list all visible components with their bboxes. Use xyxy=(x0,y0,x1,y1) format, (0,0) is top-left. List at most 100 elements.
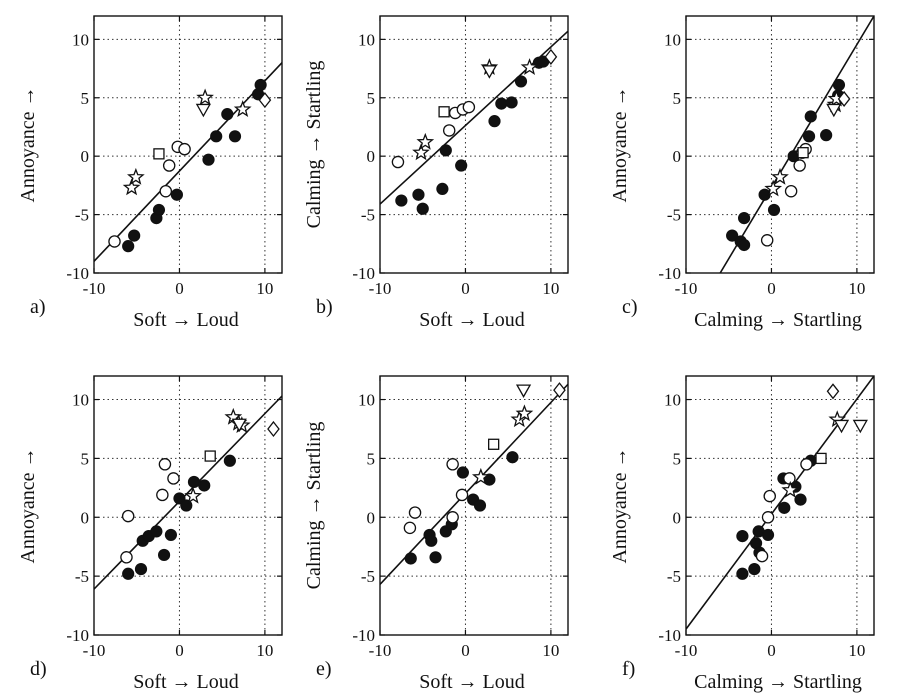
data-point-filled-circle xyxy=(412,188,425,201)
x-tick-label: -10 xyxy=(369,641,392,660)
data-point-open-diamond xyxy=(826,383,840,400)
y-tick-label: 0 xyxy=(81,508,90,527)
data-point-open-circle xyxy=(403,521,417,535)
data-point-open-star xyxy=(416,132,435,150)
y-tick-label: 0 xyxy=(367,147,376,166)
scatter-panel-f: -10 0 10 -10 -5 0 5 10 Calming → Startling Annoya… xyxy=(609,375,875,693)
data-point-open-circle xyxy=(162,159,176,172)
y-tick-label: -10 xyxy=(352,626,375,645)
data-point-open-star xyxy=(764,179,783,197)
y-tick-label: -5 xyxy=(361,206,375,225)
data-point-filled-circle xyxy=(164,528,178,542)
data-point-open-circle xyxy=(793,159,806,172)
x-tick-label: 10 xyxy=(256,279,273,298)
axes-frame xyxy=(93,375,283,636)
data-point-open-circle xyxy=(408,506,422,519)
data-point-open-circle xyxy=(763,489,776,503)
data-point-open-star xyxy=(515,404,534,422)
data-point-filled-circle xyxy=(761,528,775,542)
data-point-open-star xyxy=(471,467,490,485)
y-axis-title: Calming → Startling xyxy=(303,422,325,590)
data-point-open-triangle xyxy=(852,419,868,434)
data-point-open-square xyxy=(438,106,450,118)
x-tick-label: -10 xyxy=(675,279,698,298)
data-point-open-star xyxy=(781,480,800,498)
data-point-filled-circle xyxy=(748,562,761,576)
data-point-filled-circle xyxy=(820,129,833,142)
scatter-panel-e: -10 0 10 -10 -5 0 5 10 Soft → Loud Calming → Star… xyxy=(303,375,569,693)
data-point-filled-circle xyxy=(122,240,135,253)
panel-label: b) xyxy=(316,296,333,318)
data-point-open-square xyxy=(153,148,165,160)
data-point-filled-circle xyxy=(122,567,135,580)
x-tick-label: 0 xyxy=(175,279,184,298)
data-point-open-star xyxy=(520,58,539,75)
data-point-open-star xyxy=(196,88,214,106)
data-point-open-circle xyxy=(442,124,456,137)
regression-line xyxy=(94,62,282,262)
data-point-filled-circle xyxy=(456,466,469,479)
data-point-filled-circle xyxy=(778,501,791,514)
data-point-open-star xyxy=(122,178,141,196)
y-tick-label: 10 xyxy=(72,30,89,49)
x-tick-label: -10 xyxy=(83,641,106,660)
panel-label: d) xyxy=(30,658,47,680)
data-point-filled-circle xyxy=(221,108,234,121)
data-point-filled-circle xyxy=(832,78,846,92)
data-point-open-circle xyxy=(800,458,813,471)
data-point-filled-circle xyxy=(128,229,141,242)
data-point-open-circle xyxy=(761,511,775,524)
data-point-filled-circle xyxy=(488,115,501,128)
y-tick-label: 0 xyxy=(81,147,90,166)
y-tick-label: 5 xyxy=(81,89,90,108)
data-point-filled-circle xyxy=(802,130,816,143)
scatter-panel-a: -10 0 10 -10 -5 0 5 10 Soft → Loud Annoyance → a) xyxy=(17,15,283,331)
x-tick-label: 10 xyxy=(848,641,865,660)
data-point-open-diamond xyxy=(258,92,272,109)
data-point-open-star xyxy=(127,167,145,185)
data-point-open-triangle xyxy=(481,65,497,79)
data-point-open-circle xyxy=(121,509,135,523)
x-axis-title: Soft → Loud xyxy=(133,309,239,331)
y-tick-label: -10 xyxy=(658,264,681,283)
data-point-open-diamond xyxy=(267,420,280,438)
y-tick-label: -10 xyxy=(66,626,89,645)
data-point-open-star xyxy=(412,143,430,161)
x-tick-label: 0 xyxy=(461,641,470,660)
data-point-filled-circle xyxy=(767,203,781,217)
data-point-filled-circle xyxy=(726,229,739,242)
data-point-open-circle xyxy=(178,142,191,156)
data-point-open-circle xyxy=(120,551,133,564)
data-point-filled-circle xyxy=(455,159,468,172)
regression-line xyxy=(686,376,874,630)
regression-line xyxy=(380,383,568,585)
y-tick-label: 10 xyxy=(72,391,89,410)
data-point-filled-circle xyxy=(157,548,171,562)
scatter-panel-b: -10 0 10 -10 -5 0 5 10 Soft → Loud Calming → Star… xyxy=(303,15,569,331)
y-axis-title: Annoyance → xyxy=(609,447,631,563)
data-point-filled-circle xyxy=(505,96,518,109)
x-axis-title: Calming → Startling xyxy=(694,671,862,693)
y-tick-label: -5 xyxy=(75,206,89,225)
x-tick-label: 0 xyxy=(767,641,776,660)
data-point-open-triangle xyxy=(515,384,532,398)
x-tick-label: 10 xyxy=(848,279,865,298)
axes-frame xyxy=(685,375,875,636)
data-point-filled-circle xyxy=(794,493,807,506)
data-point-filled-circle xyxy=(228,130,242,143)
y-tick-label: 10 xyxy=(664,391,681,410)
y-tick-label: -5 xyxy=(75,567,89,586)
data-point-filled-circle xyxy=(514,75,528,88)
y-axis-title: Calming → Startling xyxy=(303,61,325,229)
data-point-open-circle xyxy=(462,100,476,114)
data-point-open-circle xyxy=(391,155,405,169)
data-point-filled-circle xyxy=(425,534,438,547)
y-tick-label: -10 xyxy=(658,626,681,645)
data-point-filled-circle xyxy=(506,451,519,464)
data-point-open-circle xyxy=(156,488,169,502)
data-point-filled-circle xyxy=(736,530,749,543)
regression-line xyxy=(719,16,874,273)
y-tick-label: 10 xyxy=(358,391,375,410)
data-point-filled-circle xyxy=(416,202,429,215)
scatter-panel-d: -10 0 10 -10 -5 0 5 10 Soft → Loud Annoyance → d) xyxy=(17,375,283,693)
